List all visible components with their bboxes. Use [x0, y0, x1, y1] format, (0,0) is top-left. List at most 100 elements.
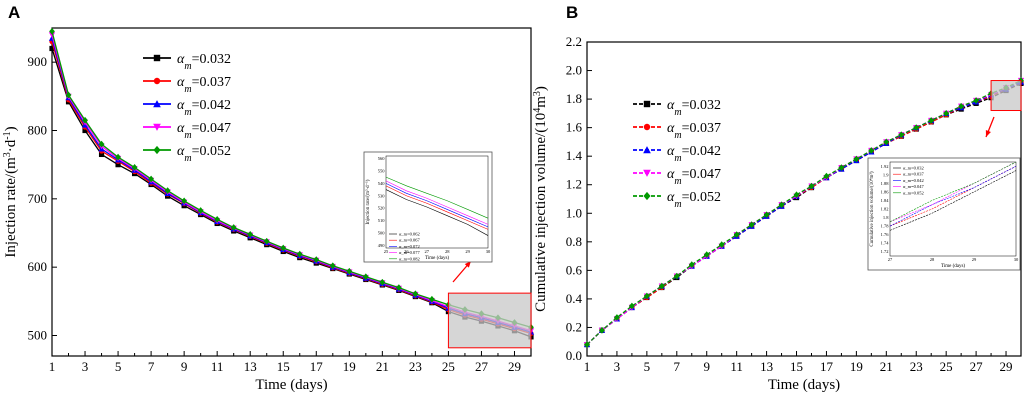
data-point	[98, 140, 105, 148]
x-tick-label: 21	[376, 359, 389, 374]
inset-y-tick-label: 490	[378, 243, 386, 248]
inset-y-tick-label: 1.72	[881, 249, 889, 254]
x-tick-label: 23	[910, 359, 923, 374]
legend-symbol: α	[177, 52, 185, 67]
data-point	[280, 244, 287, 252]
legend-marker	[643, 123, 651, 131]
inset-series-line	[889, 166, 1017, 227]
inset-y-tick-label: 520	[378, 206, 386, 211]
inset-y-tick-label: 1.92	[881, 164, 889, 169]
inset-y-tick-label: 550	[378, 168, 386, 173]
y-tick-label: 700	[28, 191, 48, 206]
legend-subscript: m	[184, 61, 191, 72]
data-point	[48, 32, 56, 38]
legend-symbol: α	[177, 144, 185, 159]
data-point	[913, 124, 920, 132]
legend-label: αm=0.037	[667, 121, 721, 141]
inset-y-tick-label: 540	[378, 181, 386, 186]
inset-y-tick-label: 1.86	[881, 189, 890, 194]
legend-value: =0.037	[682, 121, 721, 136]
y-tick-label: 600	[28, 259, 48, 274]
x-tick-label: 19	[850, 359, 863, 374]
inset-frame	[363, 151, 493, 263]
inset-y-tick-label: 1.82	[881, 207, 889, 212]
data-point	[263, 237, 270, 245]
legend-subscript: m	[184, 84, 191, 95]
panel-b-cumulative-volume: B1 3 5 7 9 11 13 15 17 19 21 23 25 27 290.00.20.40.60.…	[532, 3, 1024, 393]
data-point	[883, 138, 890, 146]
data-point	[115, 153, 121, 161]
y-label-superscript: 3	[532, 91, 543, 96]
data-point	[429, 295, 435, 303]
x-tick-label: 7	[674, 359, 681, 374]
legend-symbol: α	[667, 121, 675, 136]
data-point	[148, 175, 154, 183]
legend-value: =0.052	[192, 144, 231, 159]
legend-marker	[153, 145, 161, 155]
legend-label: αm=0.042	[177, 98, 231, 118]
y-tick-label: 1.2	[566, 177, 582, 192]
data-point	[943, 109, 950, 117]
legend-value: =0.032	[682, 98, 721, 113]
data-point	[928, 117, 935, 124]
inset-x-tick-label: 29	[465, 249, 470, 254]
y-label-superscript: 3	[2, 152, 13, 157]
x-tick-label: 25	[442, 359, 455, 374]
inset-y-tick-label: 530	[378, 193, 386, 198]
legend-label: αm=0.032	[177, 52, 231, 72]
data-point	[793, 191, 800, 199]
x-tick-label: 17	[310, 359, 324, 374]
legend-label: αm=0.047	[177, 121, 231, 141]
legend-symbol: α	[667, 167, 675, 182]
panel-letter: A	[8, 3, 20, 22]
inset-series-line	[889, 166, 1017, 227]
legend-subscript: m	[674, 176, 681, 187]
legend-subscript: m	[184, 130, 191, 141]
data-point	[658, 282, 665, 290]
x-tick-label: 25	[940, 359, 953, 374]
y-label-part: )	[533, 86, 549, 91]
x-tick-label: 15	[277, 359, 290, 374]
x-tick-label: 5	[115, 359, 122, 374]
data-point	[362, 273, 369, 281]
x-tick-label: 3	[82, 359, 89, 374]
y-tick-label: 1.6	[566, 120, 583, 135]
legend-value: =0.047	[192, 121, 231, 136]
legend-symbol: α	[177, 98, 185, 113]
inset-y-tick-label: 1.78	[881, 224, 890, 229]
data-point	[412, 290, 419, 298]
inset-x-tick-label: 29	[972, 257, 977, 262]
data-point	[673, 272, 680, 280]
legend-marker	[153, 123, 161, 131]
inset-series-line	[385, 176, 489, 219]
data-point	[629, 302, 635, 310]
zoom-region	[447, 292, 532, 349]
x-tick-label: 5	[644, 359, 651, 374]
inset-y-tick-label: 1.9	[883, 172, 889, 177]
legend-symbol: α	[667, 144, 675, 159]
data-point	[644, 292, 650, 300]
data-point	[838, 164, 845, 171]
y-label-superscript: 4	[532, 108, 543, 113]
legend-subscript: m	[184, 153, 191, 164]
inset-legend-label: α_m=0.052	[903, 190, 924, 195]
y-tick-label: 500	[28, 328, 48, 343]
plot-frame	[586, 41, 1022, 357]
data-point	[65, 91, 72, 99]
inset-legend-label: α_m=0.082	[399, 256, 420, 261]
data-point	[164, 187, 171, 195]
data-point	[296, 250, 303, 258]
legend-symbol: α	[177, 121, 185, 136]
y-label-part: Cumulative injection volume/(10	[533, 113, 549, 312]
inset-legend-label: α_m=0.037	[903, 172, 925, 177]
y-axis-label: Injection rate/(m3·d-1)	[2, 126, 20, 257]
x-tick-label: 1	[584, 359, 591, 374]
legend-subscript: m	[674, 153, 681, 164]
data-point	[115, 162, 121, 168]
x-tick-label: 9	[703, 359, 710, 374]
legend-value: =0.037	[192, 75, 231, 90]
legend-symbol: α	[667, 98, 675, 113]
x-axis-label: Time (days)	[768, 377, 840, 393]
data-point	[808, 182, 815, 190]
data-point	[49, 28, 55, 35]
